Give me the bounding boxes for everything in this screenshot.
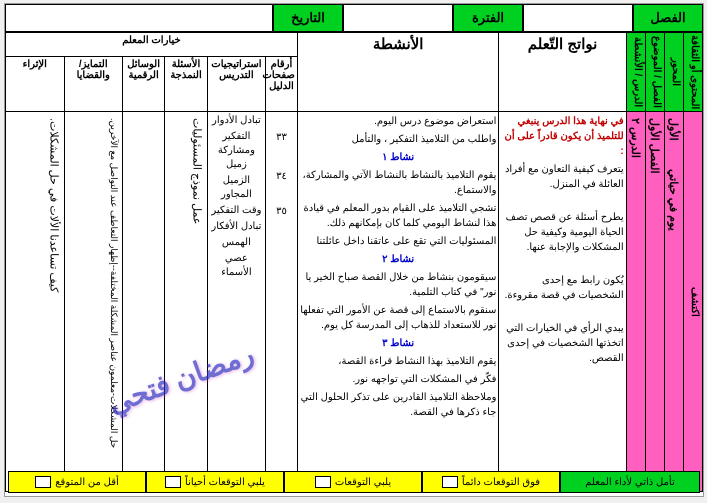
enrich-cell: كيف تساعدنا الألات في حل المشكلات. (6, 112, 65, 492)
side-lesson2: الدرس ٢ (626, 112, 645, 492)
eval-3-checkbox[interactable] (165, 476, 181, 488)
hdr-digital: الوسائل الرقمية (122, 56, 164, 112)
class-value (523, 4, 633, 32)
activities-cell: استعراض موضوع درس اليوم. واطلب من التلام… (297, 112, 499, 492)
hdr-pagenums: أرقام صفحات الدليل (266, 56, 298, 112)
diff-cell: حل المشكلات-معلمون عناصر المشكلة المختلف… (64, 112, 122, 492)
footer-eval: تأمل ذاتي لأداء المعلم فوق التوقعات دائم… (8, 471, 700, 493)
eval-1: فوق التوقعات دائماً (422, 471, 560, 493)
hdr-content: المحتوى أو الثقافة (683, 33, 702, 112)
eval-3: يلبي التوقعات أحياناً (146, 471, 284, 493)
eval-2-checkbox[interactable] (315, 476, 331, 488)
hdr-semester-topic: الفصل / الموضوع (645, 33, 664, 112)
side-col2: الأول يوم في حياتي (664, 112, 683, 492)
digital-cell (122, 112, 164, 492)
side-col3: الفصل الأول (645, 112, 664, 492)
period-label: الفترة (453, 4, 523, 32)
top-header: الفصل الفترة التاريخ (5, 4, 703, 32)
modelq-cell: عمل نموذج المسئوليات (165, 112, 207, 492)
eval-1-checkbox[interactable] (442, 476, 458, 488)
hdr-strategies: استراتيجيات التدريس (207, 56, 265, 112)
hdr-diff: التمايز/ والقضايا (64, 56, 122, 112)
hdr-activities: الأنشطة (297, 33, 499, 112)
hdr-teacher-options: خيارات المعلم (6, 33, 298, 57)
eval-2: يلبي التوقعات (284, 471, 422, 493)
self-reflect-label: تأمل ذاتي لأداء المعلم (560, 471, 700, 493)
outcomes-cell: في نهاية هذا الدرس ينبغي للتلميذ أن يكون… (499, 112, 626, 492)
eval-4: أقل من المتوقع (8, 471, 146, 493)
hdr-enrich: الإثراء (6, 56, 65, 112)
eval-4-checkbox[interactable] (35, 476, 51, 488)
hdr-axis: المحور (664, 33, 683, 112)
class-label: الفصل (633, 4, 703, 32)
date-value (5, 4, 273, 32)
hdr-outcomes: نواتج التّعلم (499, 33, 626, 112)
hdr-lesson-activity: الدرس / الأنشطة (626, 33, 645, 112)
side-explore: اكتشف (683, 112, 702, 492)
date-label: التاريخ (273, 4, 343, 32)
period-value (343, 4, 453, 32)
lesson-plan-table: المحتوى أو الثقافة المحور الفصل / الموضو… (5, 32, 703, 492)
strategies-cell: تبادل الأدوار التفكير ومشاركة زميل الزمي… (207, 112, 265, 492)
pagenums-cell: ٣٣ ٣٤ ٣٥ (266, 112, 298, 492)
hdr-modelq: الأسئلة النمذجة (165, 56, 207, 112)
